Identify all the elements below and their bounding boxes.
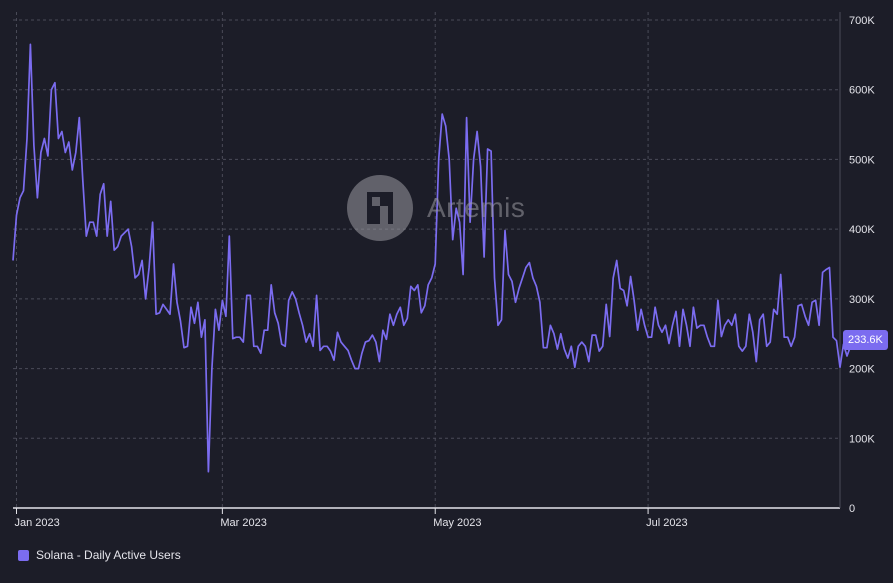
y-tick-label: 0 [849,503,855,515]
y-tick-label: 700K [849,15,875,27]
x-tick-label: Mar 2023 [220,517,266,529]
legend-swatch [18,549,29,561]
y-tick-label: 400K [849,224,875,236]
chart-series [12,43,858,473]
x-tick-label: Jul 2023 [646,517,688,529]
artemis-watermark: Artemis [347,175,525,241]
chart-legend[interactable]: Solana - Daily Active Users [18,548,181,562]
y-tick-label: 600K [849,85,875,97]
chart-axes: 0 100K 200K 300K 400K 500K 600K 700K Jan 2023 Mar… [13,12,875,529]
y-tick-label: 100K [849,433,875,445]
x-tick-label: Jan 2023 [14,517,59,529]
legend-label: Solana - Daily Active Users [36,548,181,562]
watermark-text: Artemis [427,192,526,223]
chart-grid [13,12,840,508]
last-value-badge: 233.6K [843,330,888,350]
artemis-logo-icon [347,175,413,241]
y-tick-label: 300K [849,294,875,306]
y-tick-label: 200K [849,364,875,376]
y-tick-label: 500K [849,154,875,166]
series-line [12,43,858,473]
x-tick-label: May 2023 [433,517,481,529]
